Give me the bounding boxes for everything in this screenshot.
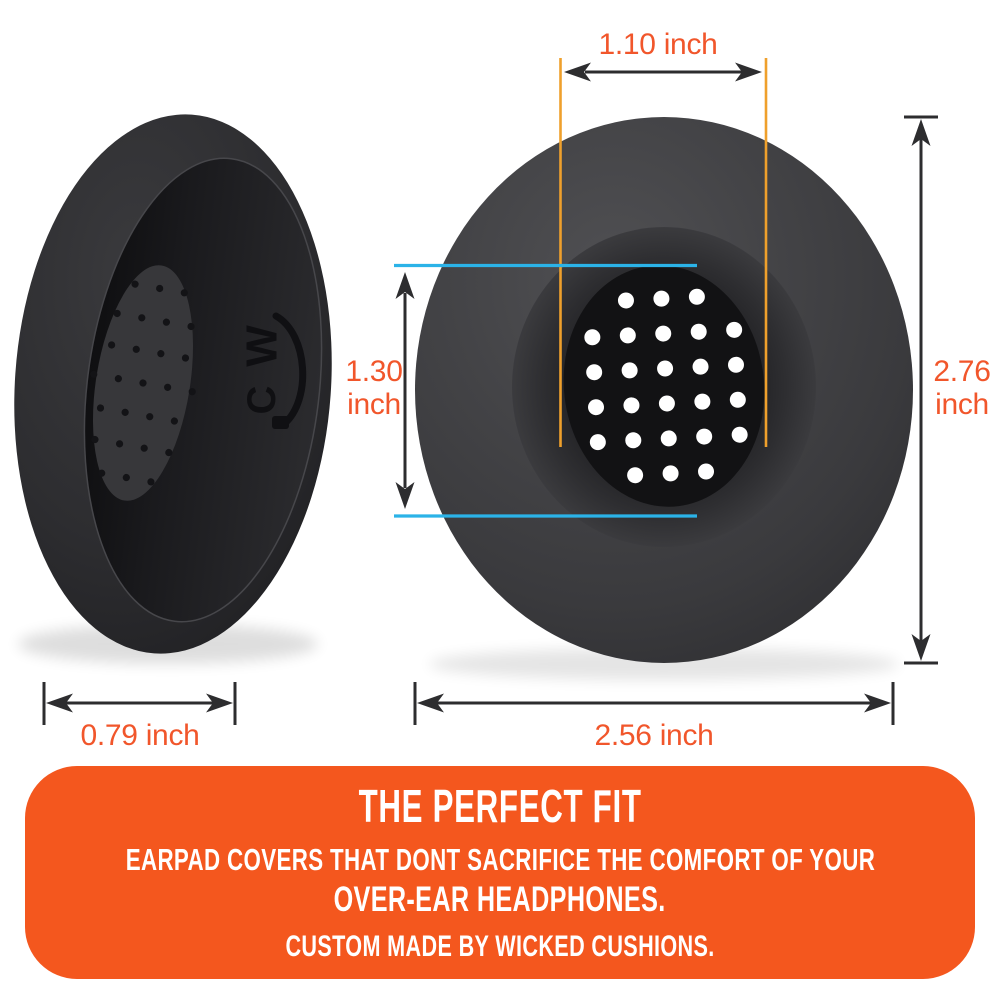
front-pad-ear-opening [563, 265, 765, 507]
marketing-banner: THE PERFECT FIT EARPAD COVERS THAT DONT … [25, 766, 975, 979]
banner-subtitle-line1-text: EARPAD COVERS THAT DONT SACRIFICE THE CO… [125, 842, 875, 877]
dim-inner-width-arrow [564, 62, 762, 82]
banner-title: THE PERFECT FIT [292, 783, 708, 829]
dimension-annotations [42, 58, 938, 725]
logo-earcup [272, 416, 289, 429]
logo-letter-c: C [240, 386, 284, 415]
earpad-front-view [415, 117, 913, 663]
banner-title-text: THE PERFECT FIT [358, 780, 642, 832]
front-pad-perforations [584, 288, 748, 484]
dim-inner-height-value: 1.30 [345, 355, 403, 388]
side-pad-perforations [90, 280, 196, 486]
wicked-cushions-logo: W C [238, 312, 307, 429]
banner-subtitle-line3: CUSTOM MADE BY WICKED CUSHIONS. [202, 931, 798, 963]
logo-letter-w: W [238, 325, 287, 367]
banner-subtitle-line2-text: OVER-EAR HEADPHONES. [333, 879, 667, 919]
logo-headband-arc [272, 312, 307, 428]
dim-outer-height-unit: inch [935, 388, 989, 421]
dim-outer-height-label: 2.76 inch [912, 355, 1000, 421]
earpad-side-view: W C [14, 114, 332, 654]
dim-outer-height-arrow [904, 115, 938, 665]
dim-inner-height-arrow [395, 272, 415, 509]
dim-inner-height-unit: inch [347, 388, 401, 421]
dim-inner-width-label: 1.10 inch [598, 28, 718, 61]
dim-outer-width-label: 2.56 inch [594, 719, 714, 752]
banner-subtitle-line2: OVER-EAR HEADPHONES. [269, 879, 730, 919]
banner-subtitle-line1: EARPAD COVERS THAT DONT SACRIFICE THE CO… [0, 842, 1000, 877]
dim-inner-height-label: 1.30 inch [324, 355, 424, 421]
dim-pad-depth-label: 0.79 inch [80, 719, 200, 752]
dim-pad-depth-arrow [42, 682, 237, 725]
dim-outer-width-arrow [413, 682, 895, 725]
front-pad-shadow [429, 648, 899, 680]
banner-subtitle-line3-text: CUSTOM MADE BY WICKED CUSHIONS. [285, 930, 715, 964]
dim-outer-height-value: 2.76 [933, 355, 991, 388]
